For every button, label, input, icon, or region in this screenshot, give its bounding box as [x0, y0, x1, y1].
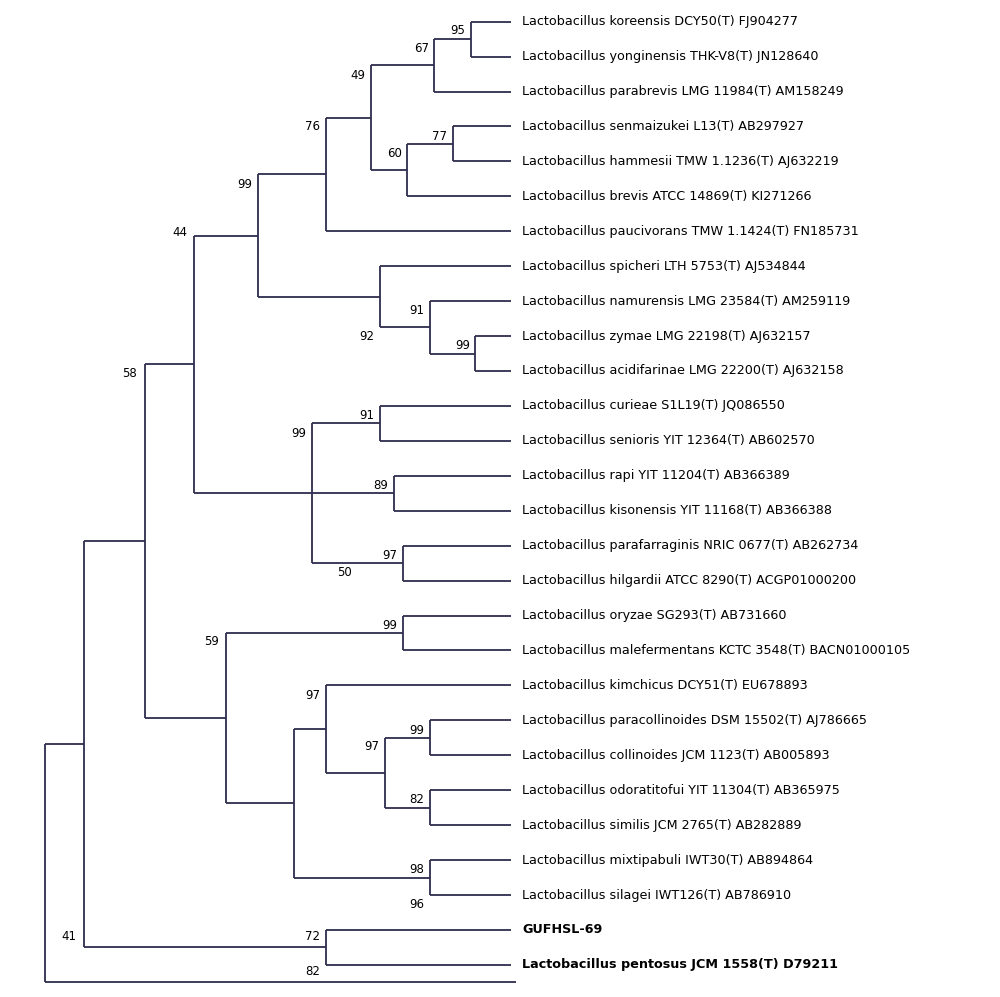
Text: 76: 76 [305, 120, 320, 133]
Text: 72: 72 [305, 930, 320, 943]
Text: Lactobacillus mixtipabuli IWT30(T) AB894864: Lactobacillus mixtipabuli IWT30(T) AB894… [522, 853, 813, 866]
Text: Lactobacillus acidifarinae LMG 22200(T) AJ632158: Lactobacillus acidifarinae LMG 22200(T) … [522, 365, 844, 378]
Text: Lactobacillus senioris YIT 12364(T) AB602570: Lactobacillus senioris YIT 12364(T) AB60… [522, 435, 815, 448]
Text: 82: 82 [410, 794, 424, 807]
Text: Lactobacillus rapi YIT 11204(T) AB366389: Lactobacillus rapi YIT 11204(T) AB366389 [522, 470, 790, 483]
Text: Lactobacillus odoratitofui YIT 11304(T) AB365975: Lactobacillus odoratitofui YIT 11304(T) … [522, 784, 840, 797]
Text: 58: 58 [123, 367, 137, 380]
Text: Lactobacillus parafarraginis NRIC 0677(T) AB262734: Lactobacillus parafarraginis NRIC 0677(T… [522, 539, 859, 552]
Text: 95: 95 [450, 24, 465, 37]
Text: Lactobacillus yonginensis THK-V8(T) JN128640: Lactobacillus yonginensis THK-V8(T) JN12… [522, 50, 819, 63]
Text: GUFHSL-69: GUFHSL-69 [522, 923, 603, 936]
Text: Lactobacillus paracollinoides DSM 15502(T) AJ786665: Lactobacillus paracollinoides DSM 15502(… [522, 714, 867, 727]
Text: Lactobacillus kisonensis YIT 11168(T) AB366388: Lactobacillus kisonensis YIT 11168(T) AB… [522, 504, 832, 517]
Text: Lactobacillus hammesii TMW 1.1236(T) AJ632219: Lactobacillus hammesii TMW 1.1236(T) AJ6… [522, 155, 839, 167]
Text: Lactobacillus pentosus JCM 1558(T) D79211: Lactobacillus pentosus JCM 1558(T) D7921… [522, 958, 838, 971]
Text: 97: 97 [305, 689, 320, 702]
Text: 89: 89 [373, 480, 388, 493]
Text: 77: 77 [432, 130, 447, 143]
Text: Lactobacillus similis JCM 2765(T) AB282889: Lactobacillus similis JCM 2765(T) AB2828… [522, 819, 802, 831]
Text: 99: 99 [292, 427, 307, 440]
Text: 99: 99 [409, 724, 424, 737]
Text: Lactobacillus brevis ATCC 14869(T) KI271266: Lactobacillus brevis ATCC 14869(T) KI271… [522, 189, 812, 202]
Text: Lactobacillus paucivorans TMW 1.1424(T) FN185731: Lactobacillus paucivorans TMW 1.1424(T) … [522, 224, 859, 237]
Text: 82: 82 [305, 965, 320, 978]
Text: 41: 41 [62, 930, 77, 943]
Text: Lactobacillus spicheri LTH 5753(T) AJ534844: Lactobacillus spicheri LTH 5753(T) AJ534… [522, 259, 806, 273]
Text: 91: 91 [360, 409, 375, 422]
Text: 97: 97 [364, 740, 379, 753]
Text: 99: 99 [455, 339, 470, 352]
Text: 96: 96 [409, 898, 424, 911]
Text: Lactobacillus kimchicus DCY51(T) EU678893: Lactobacillus kimchicus DCY51(T) EU67889… [522, 679, 808, 692]
Text: Lactobacillus silagei IWT126(T) AB786910: Lactobacillus silagei IWT126(T) AB786910 [522, 888, 791, 901]
Text: 59: 59 [204, 635, 219, 648]
Text: Lactobacillus namurensis LMG 23584(T) AM259119: Lactobacillus namurensis LMG 23584(T) AM… [522, 295, 851, 308]
Text: 44: 44 [172, 225, 187, 238]
Text: Lactobacillus koreensis DCY50(T) FJ904277: Lactobacillus koreensis DCY50(T) FJ90427… [522, 15, 798, 28]
Text: 60: 60 [387, 148, 402, 161]
Text: Lactobacillus parabrevis LMG 11984(T) AM158249: Lactobacillus parabrevis LMG 11984(T) AM… [522, 85, 844, 98]
Text: Lactobacillus hilgardii ATCC 8290(T) ACGP01000200: Lactobacillus hilgardii ATCC 8290(T) ACG… [522, 574, 856, 587]
Text: 67: 67 [414, 43, 429, 56]
Text: Lactobacillus curieae S1L19(T) JQ086550: Lactobacillus curieae S1L19(T) JQ086550 [522, 400, 785, 413]
Text: 99: 99 [382, 619, 397, 632]
Text: 50: 50 [337, 566, 352, 579]
Text: Lactobacillus zymae LMG 22198(T) AJ632157: Lactobacillus zymae LMG 22198(T) AJ63215… [522, 330, 811, 343]
Text: 91: 91 [409, 304, 424, 317]
Text: 92: 92 [360, 330, 375, 343]
Text: 49: 49 [351, 69, 366, 82]
Text: Lactobacillus collinoides JCM 1123(T) AB005893: Lactobacillus collinoides JCM 1123(T) AB… [522, 749, 830, 762]
Text: Lactobacillus oryzae SG293(T) AB731660: Lactobacillus oryzae SG293(T) AB731660 [522, 609, 787, 622]
Text: 97: 97 [382, 549, 397, 562]
Text: 98: 98 [410, 863, 424, 876]
Text: Lactobacillus malefermentans KCTC 3548(T) BACN01000105: Lactobacillus malefermentans KCTC 3548(T… [522, 644, 911, 657]
Text: Lactobacillus senmaizukei L13(T) AB297927: Lactobacillus senmaizukei L13(T) AB29792… [522, 120, 804, 133]
Text: 99: 99 [237, 177, 252, 190]
